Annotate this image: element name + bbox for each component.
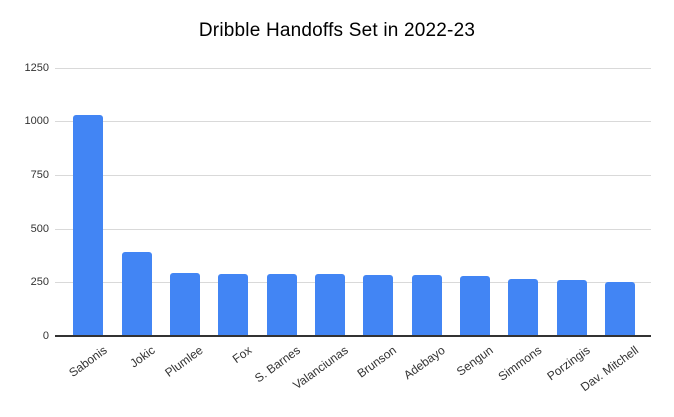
y-axis-tick-label: 0: [42, 330, 49, 342]
bar: [314, 273, 345, 336]
bar: [266, 273, 297, 336]
bar: [556, 280, 587, 336]
x-axis-category-label: Simmons: [495, 343, 545, 384]
bar: [604, 282, 635, 336]
x-axis-line: [55, 335, 651, 337]
x-axis-category-label: Brunson: [355, 343, 400, 381]
bar: [508, 279, 539, 336]
bar: [411, 274, 442, 336]
x-axis-category-label: Plumlee: [162, 343, 207, 380]
bar: [121, 252, 152, 336]
bar: [73, 114, 104, 336]
y-axis-tick-label: 1000: [24, 115, 49, 128]
bar: [218, 273, 249, 336]
gridline: [55, 229, 651, 230]
y-axis-tick-label: 250: [30, 276, 49, 289]
x-axis-category-label: Fox: [229, 343, 255, 367]
gridline: [55, 121, 651, 122]
gridline: [55, 68, 651, 69]
x-axis-category-label: Sabonis: [66, 343, 110, 380]
gridline: [55, 175, 651, 176]
bar: [459, 275, 490, 336]
x-axis-category-label: Sengun: [454, 343, 497, 379]
bar: [363, 274, 394, 336]
x-axis-category-label: Jokic: [127, 343, 158, 371]
bar: [169, 272, 200, 336]
chart-title: Dribble Handoffs Set in 2022-23: [198, 20, 476, 41]
gridline: [55, 282, 651, 283]
y-axis-tick-label: 1250: [24, 61, 49, 74]
y-axis-tick-label: 750: [30, 168, 49, 181]
x-axis-category-label: Adebayo: [401, 343, 448, 383]
y-axis-tick-label: 500: [30, 222, 49, 235]
